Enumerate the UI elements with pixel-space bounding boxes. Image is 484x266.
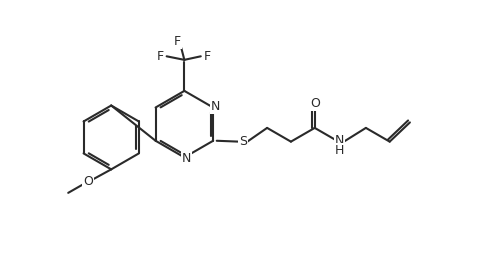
Text: N: N bbox=[182, 152, 191, 165]
Text: O: O bbox=[310, 97, 319, 110]
Text: N: N bbox=[211, 100, 220, 113]
Text: F: F bbox=[174, 35, 182, 48]
Text: F: F bbox=[204, 50, 211, 63]
Text: O: O bbox=[83, 175, 93, 188]
Text: N: N bbox=[335, 134, 344, 147]
Text: F: F bbox=[156, 50, 164, 63]
Text: S: S bbox=[239, 135, 247, 148]
Text: H: H bbox=[335, 144, 344, 157]
